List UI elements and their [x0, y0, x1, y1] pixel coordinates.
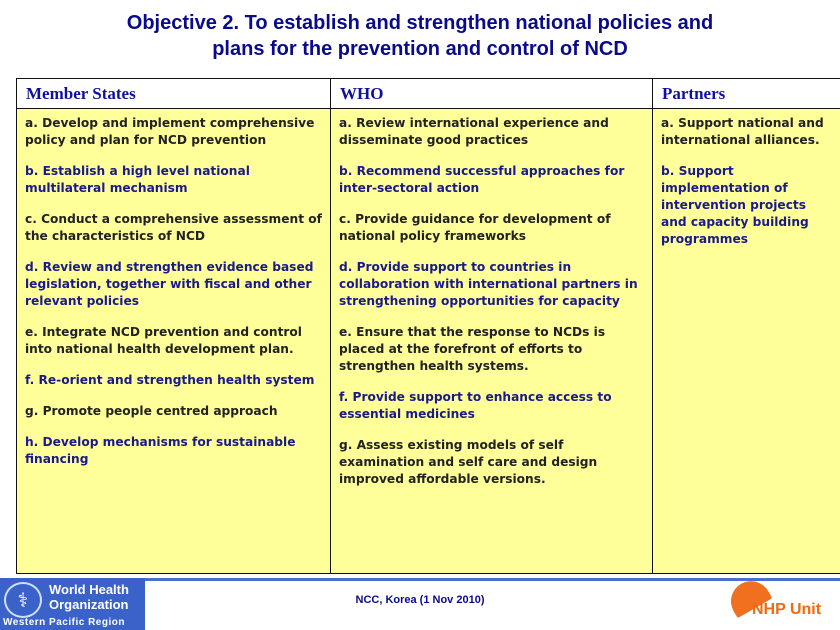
list-item: a. Support national and international al…	[661, 116, 824, 147]
column-body: a. Support national and international al…	[653, 109, 840, 573]
list-item: b. Support implementation of interventio…	[661, 164, 809, 246]
column-body: a. Develop and implement comprehensive p…	[17, 109, 330, 573]
list-item: b. Establish a high level national multi…	[25, 164, 250, 195]
list-item: d. Provide support to countries in colla…	[339, 260, 638, 308]
list-item: e. Ensure that the response to NCDs is p…	[339, 325, 606, 373]
who-logo-text: World Health Organization	[49, 582, 129, 612]
list-item: c. Provide guidance for development of n…	[339, 212, 611, 243]
who-emblem-icon: ⚕	[4, 582, 42, 618]
column-header: WHO	[331, 79, 652, 109]
nhp-unit-logo: NHP Unit	[723, 573, 828, 622]
list-item: f. Re-orient and strengthen health syste…	[25, 373, 315, 387]
list-item: c. Conduct a comprehensive assessment of…	[25, 212, 322, 243]
list-item: a. Develop and implement comprehensive p…	[25, 116, 315, 147]
column-header: Member States	[17, 79, 330, 109]
list-item: a. Review international experience and d…	[339, 116, 609, 147]
responsibilities-table: Member States a. Develop and implement c…	[16, 78, 840, 574]
footer-caption: NCC, Korea (1 Nov 2010)	[355, 594, 485, 606]
list-item: b. Recommend successful approaches for i…	[339, 164, 625, 195]
list-item: g. Promote people centred approach	[25, 404, 278, 418]
list-item: d. Review and strengthen evidence based …	[25, 260, 314, 308]
who-region-text: Western Pacific Region	[3, 617, 125, 628]
column-partners: Partners a. Support national and interna…	[653, 79, 840, 573]
slide-title: Objective 2. To establish and strengthen…	[126, 12, 714, 60]
column-member-states: Member States a. Develop and implement c…	[17, 79, 331, 573]
footer-divider	[145, 578, 840, 581]
column-header: Partners	[653, 79, 840, 109]
list-item: g. Assess existing models of self examin…	[339, 438, 598, 486]
column-who: WHO a. Review international experience a…	[331, 79, 653, 573]
list-item: e. Integrate NCD prevention and control …	[25, 325, 302, 356]
who-logo: ⚕ World Health Organization Western Paci…	[0, 578, 145, 630]
list-item: h. Develop mechanisms for sustainable fi…	[25, 435, 296, 466]
list-item: f. Provide support to enhance access to …	[339, 390, 612, 421]
column-body: a. Review international experience and d…	[331, 109, 652, 573]
nhp-unit-text: NHP Unit	[752, 601, 822, 618]
